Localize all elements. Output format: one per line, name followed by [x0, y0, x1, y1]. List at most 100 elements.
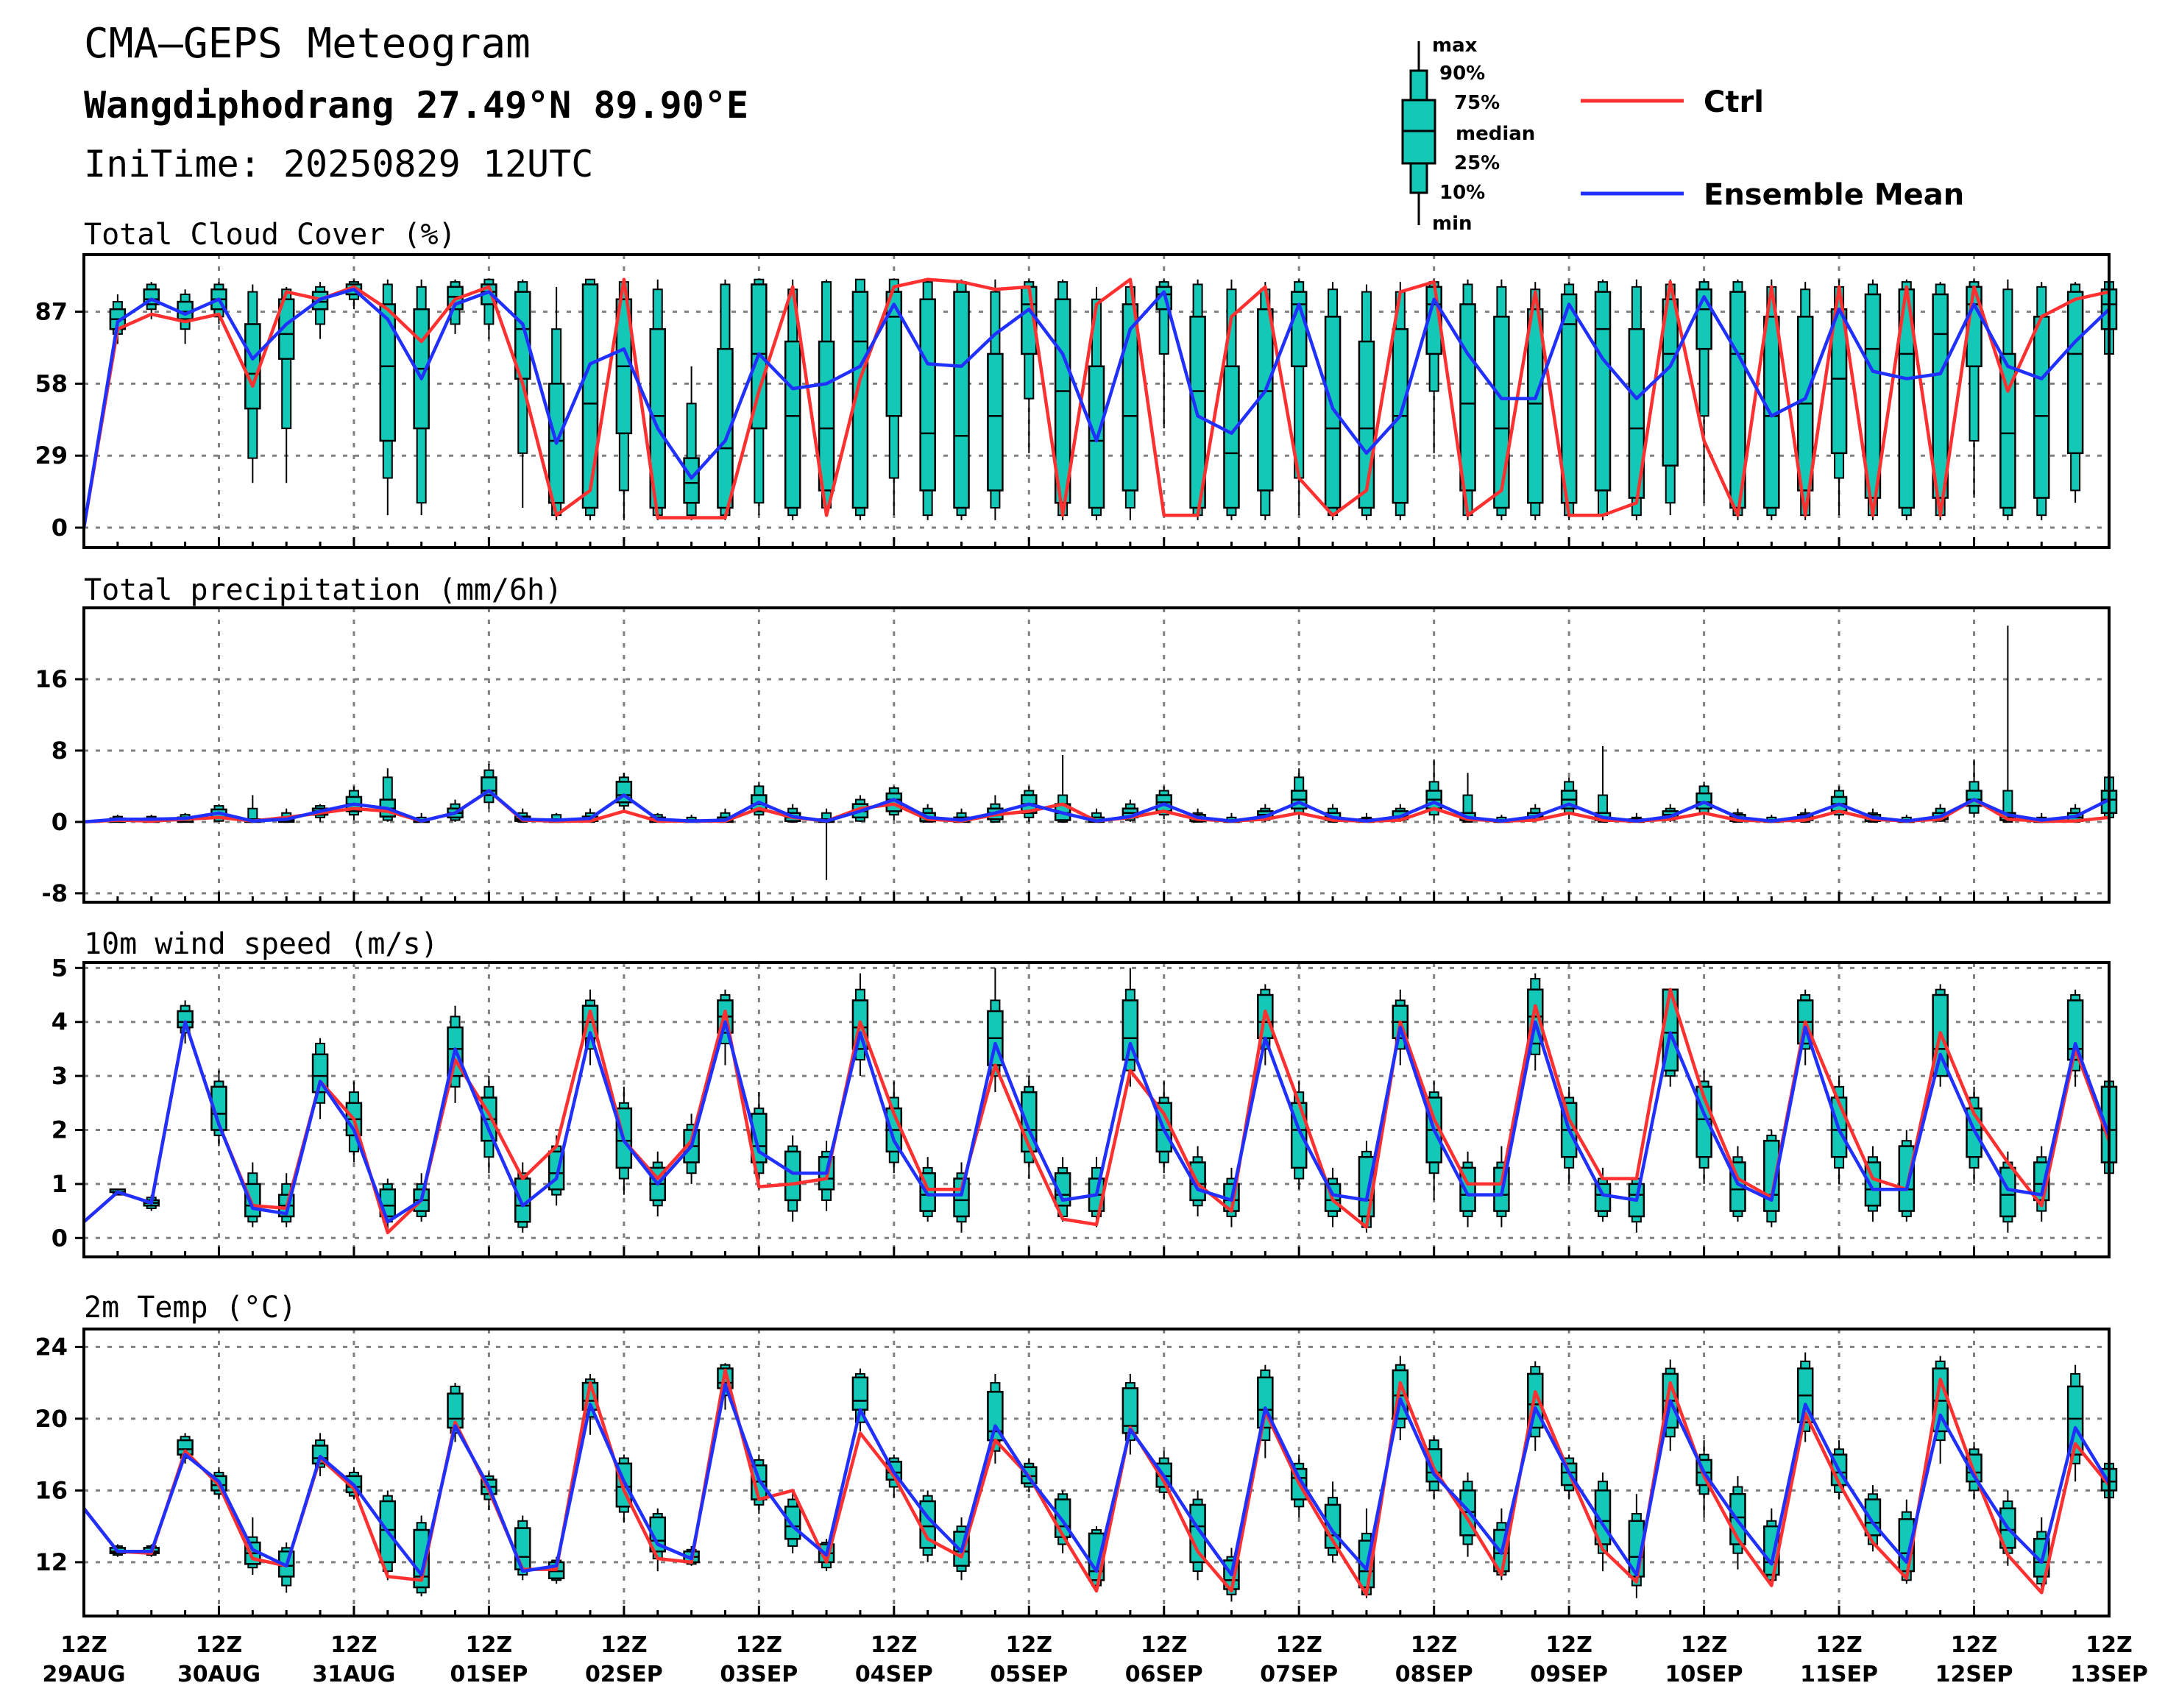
y-tick-label: 29: [35, 442, 68, 469]
box-whisker: [1122, 279, 1139, 520]
box-whisker: [1223, 279, 1240, 520]
box-p25-p75: [818, 340, 835, 492]
legend-max-label: max: [1432, 35, 1478, 57]
legend-p90-label: 90%: [1439, 63, 1485, 85]
box-whisker: [1088, 286, 1105, 520]
box-whisker: [784, 1135, 801, 1222]
box-p25-p75: [1324, 316, 1342, 509]
x-tick-label-time: 12Z: [1006, 1632, 1053, 1658]
x-tick-label-date: 12SEP: [1935, 1662, 2013, 1687]
legend-p25-label: 25%: [1454, 152, 1500, 174]
box-whisker: [1932, 282, 1949, 520]
box-p25-p75: [244, 1183, 261, 1218]
y-tick-label: 2: [52, 1116, 68, 1144]
box-whisker: [919, 279, 936, 520]
box-whisker: [1290, 1081, 1308, 1190]
legend-p75-label: 75%: [1454, 92, 1500, 114]
box-whisker: [2066, 282, 2084, 503]
y-tick-label: 3: [52, 1062, 68, 1090]
x-tick-label-date: 29AUG: [42, 1662, 125, 1687]
box-whisker: [413, 1515, 430, 1597]
box-whisker: [481, 764, 497, 809]
chart-title: CMA—GEPS Meteogram: [84, 20, 531, 68]
box-p25-p75: [1122, 303, 1139, 492]
x-tick-label-date: 30AUG: [177, 1662, 261, 1687]
x-tick-label-time: 12Z: [1681, 1632, 1728, 1658]
box-p25-p75: [1662, 298, 1679, 467]
series-mean-line: [82, 287, 2111, 528]
y-tick-label: 24: [35, 1333, 68, 1361]
legend-min-label: min: [1432, 213, 1473, 235]
box-p25-p75: [413, 1528, 430, 1589]
x-tick-label-date: 31AUG: [312, 1662, 395, 1687]
panel-frame: [82, 961, 2111, 1258]
box-p25-p75: [851, 1376, 869, 1411]
box-whisker: [1594, 1473, 1612, 1572]
box-whisker: [1054, 1157, 1071, 1222]
init-time-label: IniTime: 20250829 12UTC: [84, 143, 593, 185]
x-tick-label-time: 12Z: [871, 1632, 918, 1658]
box-whisker: [1763, 1130, 1780, 1227]
x-tick-label-date: 10SEP: [1665, 1662, 1743, 1687]
x-tick-label-time: 12Z: [600, 1632, 648, 1658]
y-tick-label: 0: [52, 514, 68, 542]
box-whisker: [1324, 282, 1342, 520]
panel-title-cloud: Total Cloud Cover (%): [84, 218, 456, 252]
legend-p10-label: 10%: [1439, 182, 1485, 204]
box-whisker: [1999, 1490, 2016, 1566]
box-whisker: [514, 279, 531, 508]
x-tick-label-time: 12Z: [196, 1632, 243, 1658]
panel-title-precip: Total precipitation (mm/6h): [84, 573, 562, 607]
panel-frame: [82, 253, 2111, 549]
x-axis: 12Z 29AUG 12Z 30AUG 12Z 31AUG 12Z 01SEP 12Z 02SEP…: [42, 1632, 2147, 1687]
box-p25-p75: [1122, 999, 1139, 1061]
panel-frame: [82, 1328, 2111, 1617]
x-tick-label-time: 12Z: [1545, 1632, 1592, 1658]
y-tick-label: 16: [35, 1476, 68, 1504]
box-p25-p75: [2066, 291, 2084, 455]
box-whisker: [581, 278, 599, 520]
panel-wind: 0 1 2 3 4 5: [52, 954, 2118, 1258]
box-p25-p75: [649, 1516, 666, 1553]
box-p25-p75: [514, 1527, 531, 1570]
box-whisker: [1898, 279, 1916, 520]
x-tick-label-date: 09SEP: [1530, 1662, 1608, 1687]
box-p25-p75: [581, 283, 599, 509]
box-whisker: [413, 279, 430, 516]
box-whisker: [751, 1092, 768, 1190]
box-whisker: [987, 279, 1004, 520]
box-p25-p75: [1763, 1139, 1780, 1212]
box-p25-p75: [1864, 293, 1882, 499]
box-p25-p75: [919, 298, 936, 492]
y-tick-label: 0: [52, 1224, 68, 1252]
x-tick-label-date: 01SEP: [450, 1662, 528, 1687]
x-tick-label-date: 07SEP: [1260, 1662, 1338, 1687]
box-p25-p75: [953, 291, 970, 509]
x-tick-label-date: 02SEP: [585, 1662, 663, 1687]
box-p25-p75: [2066, 999, 2084, 1061]
x-tick-label-time: 12Z: [1411, 1632, 1458, 1658]
box-p25-p75: [244, 323, 261, 410]
box-whisker: [2066, 989, 2084, 1087]
box-whisker: [1830, 279, 1848, 516]
box-whisker: [717, 279, 734, 520]
box-whisker: [751, 782, 768, 820]
box-whisker: [379, 279, 397, 516]
y-tick-label: 20: [35, 1405, 68, 1433]
x-tick-label-date: 08SEP: [1395, 1662, 1473, 1687]
box-p25-p75: [311, 1053, 329, 1094]
legend-mean-label: Ensemble Mean: [1704, 178, 1964, 212]
box-p25-p75: [784, 1150, 801, 1202]
box-whisker: [1459, 1151, 1476, 1227]
box-p25-p75: [784, 340, 801, 509]
box-whisker: [953, 279, 970, 520]
box-p25-p75: [210, 1085, 227, 1131]
box-whisker: [1763, 279, 1780, 520]
box-whisker: [851, 1368, 869, 1431]
box-p25-p75: [277, 298, 295, 360]
box-p25-p75: [851, 291, 869, 509]
box-p25-p75: [1493, 316, 1510, 509]
box-whisker: [1459, 279, 1476, 520]
x-tick-label-time: 12Z: [60, 1632, 107, 1658]
